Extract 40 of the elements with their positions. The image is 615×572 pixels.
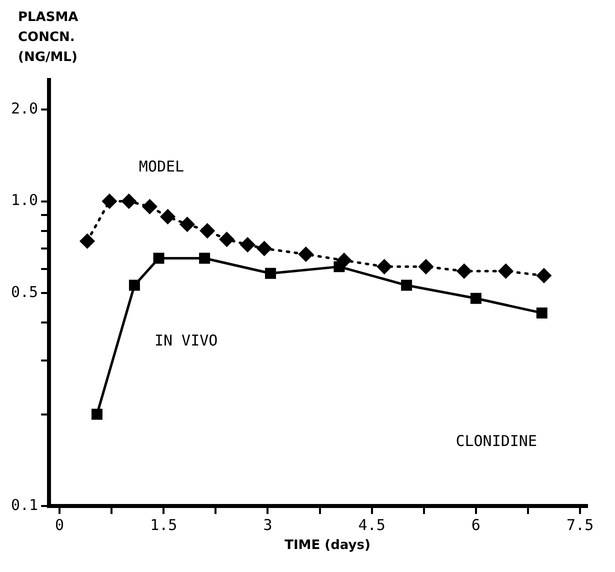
point: [536, 307, 548, 318]
series-label: MODEL: [138, 157, 184, 176]
point: [265, 268, 276, 279]
x-tick-label: 0: [54, 516, 64, 534]
point: [377, 259, 392, 274]
point: [160, 209, 176, 224]
point: [401, 280, 412, 291]
x-tick-label: 7.5: [566, 516, 594, 534]
point: [153, 252, 164, 264]
point: [336, 253, 352, 268]
point: [298, 247, 314, 262]
point: [498, 264, 514, 278]
point: [200, 224, 215, 238]
point: [418, 259, 434, 274]
point: [257, 241, 272, 256]
point: [142, 199, 157, 214]
point: [128, 280, 140, 291]
point: [102, 194, 117, 209]
point: [199, 252, 210, 264]
y-tick-label: 2.0: [11, 99, 38, 118]
annotation: CLONIDINE: [456, 432, 537, 450]
point: [220, 232, 234, 247]
y-tick-label: 0.5: [11, 282, 38, 301]
x-tick-label: 3: [263, 516, 272, 534]
text: IN VIVO: [154, 331, 218, 350]
point: [240, 237, 255, 252]
point: [470, 292, 482, 304]
y-axis-title: PLASMA CONCN. (NG/ML): [18, 9, 80, 67]
x-axis-title: TIME (days): [284, 538, 372, 553]
point: [91, 408, 102, 420]
point: [180, 217, 194, 232]
point: [80, 234, 95, 248]
point: [122, 194, 136, 209]
x-tick-label: 1.5: [150, 516, 178, 534]
y-tick-label: 0.1: [11, 496, 38, 514]
x-tick-label: 6: [471, 516, 480, 534]
y-tick-label: 1.0: [11, 191, 38, 210]
point: [536, 268, 552, 283]
point: [456, 264, 472, 278]
x-tick-label: 4.5: [358, 516, 386, 534]
